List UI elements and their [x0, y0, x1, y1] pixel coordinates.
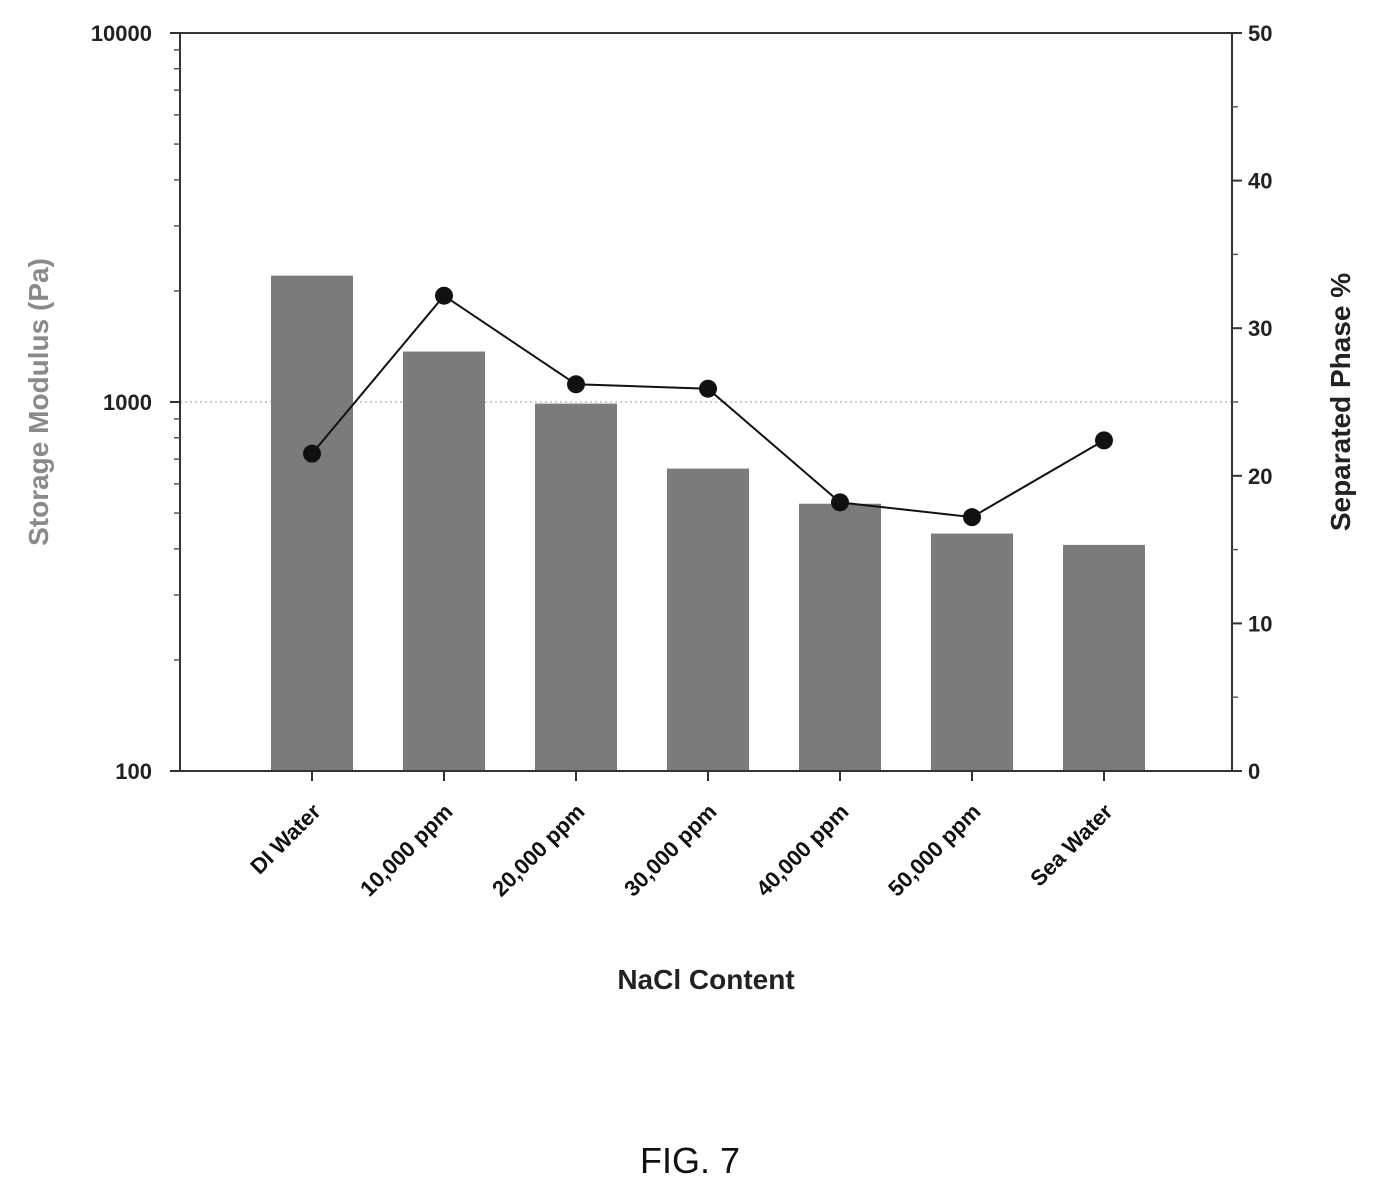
bar-1: [403, 351, 485, 771]
figure-caption: FIG. 7: [639, 1140, 741, 1181]
bar-0: [271, 275, 353, 771]
left-tick-label: 100: [115, 759, 152, 784]
right-tick-label: 10: [1248, 611, 1272, 636]
category-label: 10,000 ppm: [355, 799, 457, 901]
right-tick-label: 20: [1248, 464, 1272, 489]
x-axis-title: NaCl Content: [617, 964, 794, 995]
line-point-1: [435, 286, 453, 305]
bars-group: [271, 275, 1145, 771]
category-label: Sea Water: [1025, 799, 1118, 892]
line-point-5: [963, 508, 981, 527]
category-label: 30,000 ppm: [619, 799, 721, 901]
left-tick-label: 1000: [103, 390, 152, 415]
left-tick-label: 10000: [91, 21, 152, 46]
bar-5: [931, 533, 1013, 771]
category-label: 20,000 ppm: [487, 799, 589, 901]
category-label: 50,000 ppm: [883, 799, 985, 901]
bar-6: [1063, 544, 1145, 771]
left-axis: 100 1000 10000: [91, 21, 180, 784]
line-point-4: [831, 493, 849, 512]
category-label: DI Water: [245, 799, 326, 880]
right-tick-label: 30: [1248, 316, 1272, 341]
bar-2: [535, 403, 617, 771]
line-point-3: [699, 379, 717, 398]
x-axis: DI Water 10,000 ppm 20,000 ppm 30,000 ppm 40…: [245, 771, 1118, 901]
right-axis: 0 10 20 30 40 50: [1232, 21, 1272, 784]
right-tick-label: 40: [1248, 169, 1272, 194]
right-tick-label: 50: [1248, 21, 1272, 46]
bar-4: [799, 503, 881, 771]
line-point-6: [1095, 431, 1113, 450]
bar-3: [667, 468, 749, 771]
line-series-group: [303, 286, 1113, 527]
y-axis-title: Storage Modulus (Pa): [23, 258, 54, 546]
right-tick-label: 0: [1248, 759, 1260, 784]
y2-axis-title: Separated Phase %: [1325, 273, 1356, 531]
category-label: 40,000 ppm: [751, 799, 853, 901]
line-point-2: [567, 375, 585, 394]
line-point-0: [303, 444, 321, 463]
